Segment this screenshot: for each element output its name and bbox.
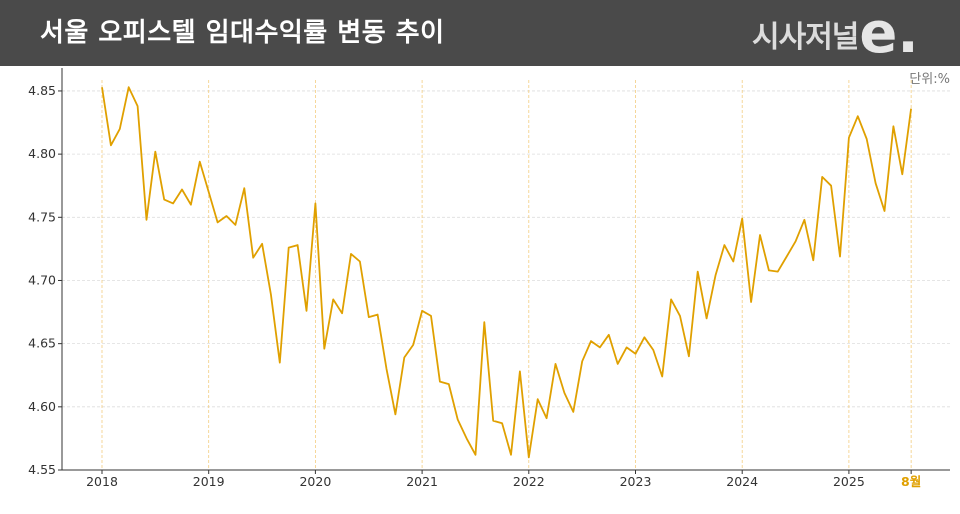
y-tick-label: 4.70 bbox=[28, 272, 56, 287]
header-bar: 서울 오피스텔 임대수익률 변동 추이 시사저널 e. bbox=[0, 0, 960, 66]
brand-logo-text: 시사저널 bbox=[752, 20, 859, 55]
x-tick-label: 2018 bbox=[86, 474, 118, 489]
brand-logo-mark: e. bbox=[859, 1, 919, 66]
series-line bbox=[101, 86, 912, 459]
x-tick-label: 2019 bbox=[193, 474, 225, 489]
x-tick-label: 2023 bbox=[620, 474, 652, 489]
x-tick-label-highlight: 8월 bbox=[901, 474, 921, 489]
y-tick-label: 4.80 bbox=[28, 146, 56, 161]
page-title: 서울 오피스텔 임대수익률 변동 추이 bbox=[40, 18, 445, 48]
brand-logo: 시사저널 e. bbox=[752, 1, 919, 66]
x-tick-label: 2020 bbox=[299, 474, 331, 489]
x-tick-label: 2021 bbox=[406, 474, 438, 489]
x-tick-label: 2022 bbox=[513, 474, 545, 489]
x-tick-label: 2024 bbox=[726, 474, 758, 489]
y-tick-label: 4.55 bbox=[28, 462, 56, 477]
x-tick-label: 2025 bbox=[833, 474, 865, 489]
unit-label: 단위:% bbox=[909, 72, 950, 87]
y-tick-label: 4.85 bbox=[28, 83, 56, 98]
y-tick-label: 4.60 bbox=[28, 399, 56, 414]
y-tick-label: 4.75 bbox=[28, 209, 56, 224]
y-tick-label: 4.65 bbox=[28, 336, 56, 351]
